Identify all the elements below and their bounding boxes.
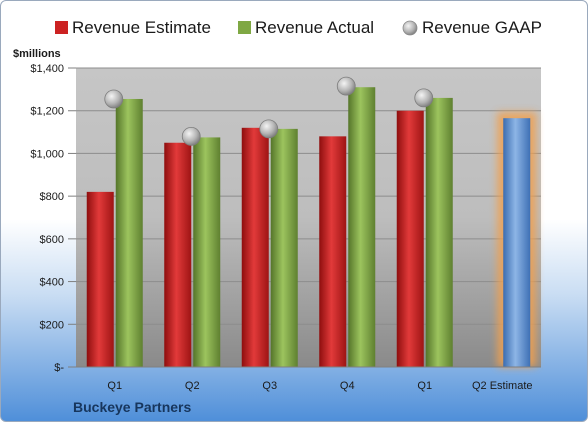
legend-swatch-estimate	[55, 21, 68, 34]
bar-revenue-actual	[193, 137, 221, 367]
y-tick-label: $600	[40, 234, 64, 246]
bar-revenue-forecast	[503, 118, 531, 367]
marker-revenue-gaap	[104, 89, 124, 109]
marker-revenue-gaap	[414, 88, 434, 108]
bar-revenue-actual	[115, 98, 143, 367]
x-tick-label: Q1	[417, 380, 432, 392]
y-tick-label: $800	[40, 191, 64, 203]
y-tick-label: $400	[40, 277, 64, 289]
bar-revenue-actual	[270, 128, 298, 367]
legend-marker-gaap	[402, 20, 418, 36]
y-tick-label: $200	[40, 319, 64, 331]
y-tick-label: $1,400	[30, 63, 64, 75]
x-tick-label: Q2	[185, 380, 200, 392]
x-axis-ticks: Q1 Q2 Q3 Q4 Q1 Q2 Estimate	[107, 380, 532, 392]
unit-label: $millions	[13, 48, 61, 60]
marker-revenue-gaap	[181, 126, 201, 146]
legend-label-estimate: Revenue Estimate	[72, 18, 211, 37]
y-tick-label: $1,000	[30, 148, 64, 160]
bar-revenue-actual	[425, 97, 453, 368]
bar-revenue-estimate	[319, 136, 347, 367]
bar-revenue-estimate	[241, 127, 269, 367]
bars	[86, 87, 537, 368]
x-tick-label: Q2 Estimate	[472, 380, 533, 392]
legend-item-revenue-actual: Revenue Actual	[238, 18, 374, 37]
legend-label-gaap: Revenue GAAP	[422, 18, 542, 37]
bar-revenue-actual	[348, 87, 376, 367]
legend-swatch-actual	[238, 21, 251, 34]
x-tick-label: Q1	[107, 380, 122, 392]
y-axis-ticks: $- $200 $400 $600 $800 $1,000 $1,200 $1,400	[30, 63, 76, 374]
legend-item-revenue-estimate: Revenue Estimate	[55, 18, 211, 37]
bar-revenue-estimate	[164, 142, 192, 367]
x-tick-label: Q3	[262, 380, 277, 392]
y-tick-label: $1,200	[30, 106, 64, 118]
bar-revenue-estimate	[86, 191, 114, 367]
marker-revenue-gaap	[259, 119, 279, 139]
grid-lines	[76, 67, 541, 325]
marker-revenue-gaap	[336, 76, 356, 96]
company-label: Buckeye Partners	[73, 399, 192, 415]
legend: Revenue Estimate Revenue Actual Revenue …	[55, 18, 542, 37]
x-tick-label: Q4	[340, 380, 355, 392]
legend-label-actual: Revenue Actual	[255, 18, 374, 37]
y-tick-label: $-	[54, 362, 64, 374]
bar-revenue-estimate	[396, 110, 424, 367]
gaap-markers	[104, 76, 434, 146]
plot-area	[76, 68, 541, 367]
legend-item-revenue-gaap: Revenue GAAP	[402, 18, 542, 37]
